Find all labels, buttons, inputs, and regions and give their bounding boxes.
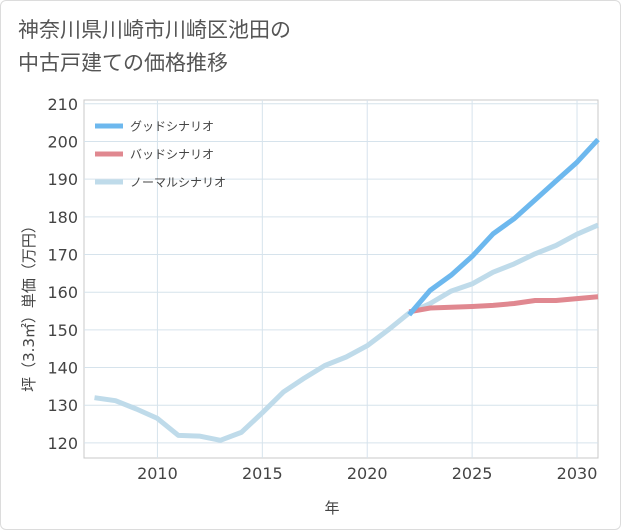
y-tick-label: 170: [47, 246, 78, 265]
y-axis-ticks: 120 130 140 150 160 170 180 190 200 210: [47, 95, 78, 453]
y-tick-label: 210: [47, 95, 78, 114]
y-tick-label: 200: [47, 132, 78, 151]
x-tick-label: 2025: [452, 464, 493, 483]
x-axis-title: 年: [324, 499, 339, 517]
plot-area: [83, 99, 599, 459]
series-line-0: [407, 137, 600, 317]
x-tick-label: 2015: [242, 464, 283, 483]
x-tick-label: 2010: [137, 464, 178, 483]
chart-title-line2: 中古戸建ての価格推移: [18, 51, 228, 75]
y-tick-label: 190: [47, 170, 78, 189]
legend-label: グッドシナリオ: [130, 120, 214, 134]
chart-title-line1: 神奈川県川崎市川崎区池田の: [18, 18, 291, 42]
legend-label: バッドシナリオ: [130, 148, 214, 162]
y-tick-label: 160: [47, 283, 78, 302]
y-tick-label: 180: [47, 208, 78, 227]
x-tick-label: 2030: [557, 464, 598, 483]
x-tick-label: 2020: [347, 464, 388, 483]
series-line-2: [94, 222, 599, 443]
x-axis-ticks: 2010 2015 2020 2025 2030: [137, 464, 597, 483]
chart-title: 神奈川県川崎市川崎区池田の 中古戸建ての価格推移: [18, 14, 291, 80]
y-tick-label: 130: [47, 396, 78, 415]
legend-label: ノーマルシナリオ: [130, 176, 226, 190]
y-axis-title: 坪（3.3㎡）単価（万円）: [20, 218, 38, 392]
y-tick-label: 150: [47, 321, 78, 340]
y-tick-label: 120: [47, 434, 78, 453]
y-tick-label: 140: [47, 359, 78, 378]
series-lines: [94, 137, 600, 443]
series-line-1: [408, 294, 599, 315]
